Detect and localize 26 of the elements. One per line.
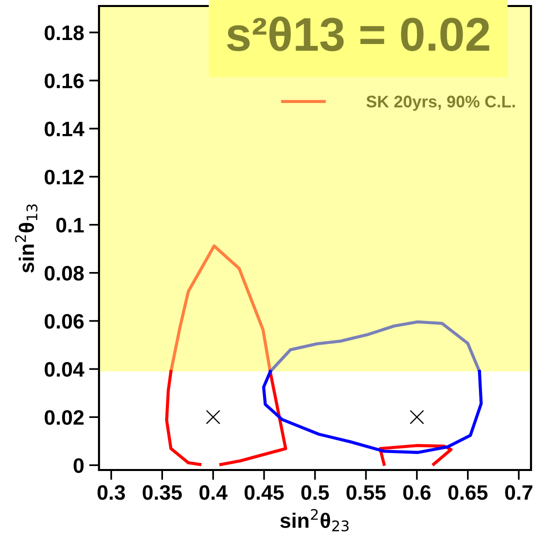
y-tick-label: 0 xyxy=(74,458,84,473)
y-tick-label: 0.1 xyxy=(56,218,84,233)
x-tick-label: 0.5 xyxy=(301,485,329,500)
line-series xyxy=(262,370,483,454)
x-tick-label: 0.65 xyxy=(448,485,488,500)
y-tick-label: 0.12 xyxy=(44,170,84,184)
x-tick-label: 0.4 xyxy=(199,485,228,500)
y-tick-label: 0.08 xyxy=(44,266,84,281)
x-tick-label: 0.55 xyxy=(346,485,386,500)
y-tick-label: 0.18 xyxy=(44,25,84,40)
y-tick-label: 0.06 xyxy=(44,314,84,329)
y-tick-label: 0.04 xyxy=(44,362,84,377)
x-tick-label: 0.45 xyxy=(244,485,284,500)
chart-title: s²θ13 = 0.02 xyxy=(226,16,490,52)
x-axis-title: sin$^{2}$θ$_{23}$ xyxy=(280,508,349,532)
y-tick-label: 0.14 xyxy=(44,122,84,136)
text: SK 20yrs, 90% C.L. xyxy=(366,96,515,111)
y-tick-label: 0.16 xyxy=(44,74,84,88)
y-tick-label: 0.02 xyxy=(44,410,84,425)
y-axis-title: sin$^{2}$θ$_{13}$ xyxy=(15,204,38,273)
x-tick-label: 0.35 xyxy=(142,485,182,500)
x-tick-label: 0.6 xyxy=(403,485,431,500)
x-tick-label: 0.7 xyxy=(505,485,532,500)
x-tick-label: 0.3 xyxy=(98,485,125,500)
line-series xyxy=(268,320,481,373)
line-series xyxy=(169,244,272,373)
